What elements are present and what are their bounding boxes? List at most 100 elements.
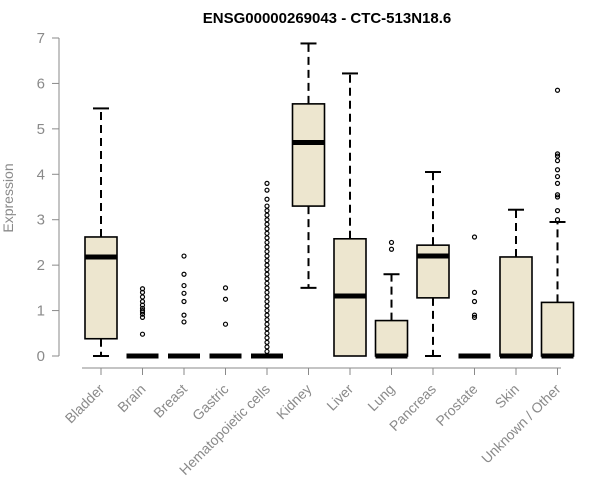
- outlier-point: [264, 317, 270, 323]
- outlier-point: [264, 298, 270, 305]
- box-rect: [416, 244, 450, 299]
- outlier-point: [139, 286, 146, 292]
- outlier-point: [264, 180, 270, 186]
- outlier-point: [471, 234, 478, 240]
- outlier-point: [222, 321, 229, 327]
- outlier-point: [264, 226, 270, 232]
- box-pancreas: [416, 171, 450, 357]
- outlier-point: [264, 335, 270, 341]
- outlier-point: [554, 158, 561, 164]
- outlier-point: [264, 244, 270, 250]
- outlier-point: [554, 194, 561, 200]
- outlier-point: [264, 203, 270, 209]
- box-liver: [333, 72, 367, 357]
- outlier-point: [264, 267, 270, 273]
- outlier-point: [264, 344, 270, 350]
- outlier-point: [554, 167, 561, 173]
- outlier-point: [139, 314, 146, 320]
- box-rect: [291, 103, 326, 207]
- y-tick-label: 1: [37, 303, 45, 320]
- y-tick-label: 4: [37, 166, 45, 183]
- box-unknown-other: [540, 87, 575, 359]
- outlier-point: [554, 173, 561, 180]
- outlier-point: [181, 253, 187, 259]
- x-tick-label: Kidney: [273, 381, 315, 423]
- y-tick-label: 3: [37, 212, 45, 229]
- x-tick-label: Liver: [323, 381, 356, 414]
- outlier-point: [264, 248, 270, 255]
- outlier-point: [222, 296, 229, 302]
- outlier-point: [264, 196, 270, 202]
- outlier-point: [181, 312, 187, 318]
- x-tick-label: Prostate: [432, 381, 480, 429]
- outlier-point: [471, 289, 478, 295]
- x-tick-label: Skin: [492, 381, 523, 412]
- x-tick-label: Unknown / Other: [478, 381, 564, 467]
- outlier-point: [139, 294, 146, 300]
- box-brain: [126, 286, 159, 359]
- y-tick-label: 2: [37, 257, 45, 274]
- chart-title: ENSG00000269043 - CTC-513N18.6: [203, 10, 451, 27]
- outlier-point: [264, 321, 270, 327]
- outlier-point: [264, 262, 270, 268]
- outlier-point: [264, 221, 270, 227]
- y-tick-label: 0: [37, 348, 45, 365]
- outlier-point: [264, 253, 270, 259]
- outlier-point: [139, 307, 146, 314]
- outlier-point: [181, 290, 187, 296]
- box-rect: [499, 256, 533, 357]
- outlier-point: [222, 285, 229, 291]
- box-rect: [374, 319, 409, 357]
- y-ticks: 0 1 2 3 4 5 6 7: [37, 30, 59, 365]
- outlier-point: [264, 208, 270, 214]
- box-rect: [540, 301, 575, 357]
- box-prostate: [458, 234, 491, 359]
- outlier-point: [264, 239, 270, 246]
- y-tick-label: 7: [37, 30, 45, 47]
- outlier-point: [264, 230, 270, 236]
- outlier-point: [264, 312, 270, 318]
- x-tick-label: Bladder: [62, 381, 108, 427]
- outlier-point: [264, 294, 270, 300]
- outlier-point: [554, 217, 561, 223]
- box-skin: [499, 208, 533, 359]
- outlier-point: [139, 331, 146, 337]
- outlier-point: [264, 217, 270, 223]
- outlier-point: [264, 285, 270, 291]
- outlier-point: [554, 180, 561, 186]
- boxes: [84, 42, 575, 359]
- outlier-point: [264, 303, 270, 309]
- outlier-point: [554, 87, 561, 93]
- box-kidney: [291, 42, 326, 289]
- outlier-point: [554, 192, 561, 198]
- outlier-point: [264, 330, 270, 336]
- box-lung: [374, 239, 409, 359]
- y-tick-label: 6: [37, 75, 45, 92]
- outlier-point: [471, 298, 478, 305]
- outlier-point: [181, 319, 187, 325]
- box-bladder: [84, 107, 118, 357]
- outlier-point: [471, 312, 478, 318]
- outlier-point: [554, 153, 561, 159]
- outlier-point: [388, 239, 395, 246]
- outlier-point: [264, 307, 270, 314]
- box-breast: [168, 253, 200, 359]
- outlier-point: [181, 271, 187, 277]
- outlier-point: [264, 271, 270, 277]
- outlier-point: [181, 282, 187, 289]
- outlier-point: [264, 235, 270, 241]
- box-hematopoietic-cells: [251, 180, 283, 359]
- outlier-point: [554, 151, 561, 157]
- outlier-point: [471, 314, 478, 320]
- x-tick-label: Breast: [150, 381, 190, 421]
- x-tick-label: Lung: [364, 381, 397, 414]
- outlier-point: [264, 289, 270, 295]
- outlier-point: [264, 280, 270, 286]
- outlier-point: [264, 326, 270, 332]
- outlier-point: [139, 305, 146, 311]
- y-tick-label: 5: [37, 121, 45, 138]
- outlier-point: [181, 298, 187, 305]
- outlier-point: [264, 348, 270, 355]
